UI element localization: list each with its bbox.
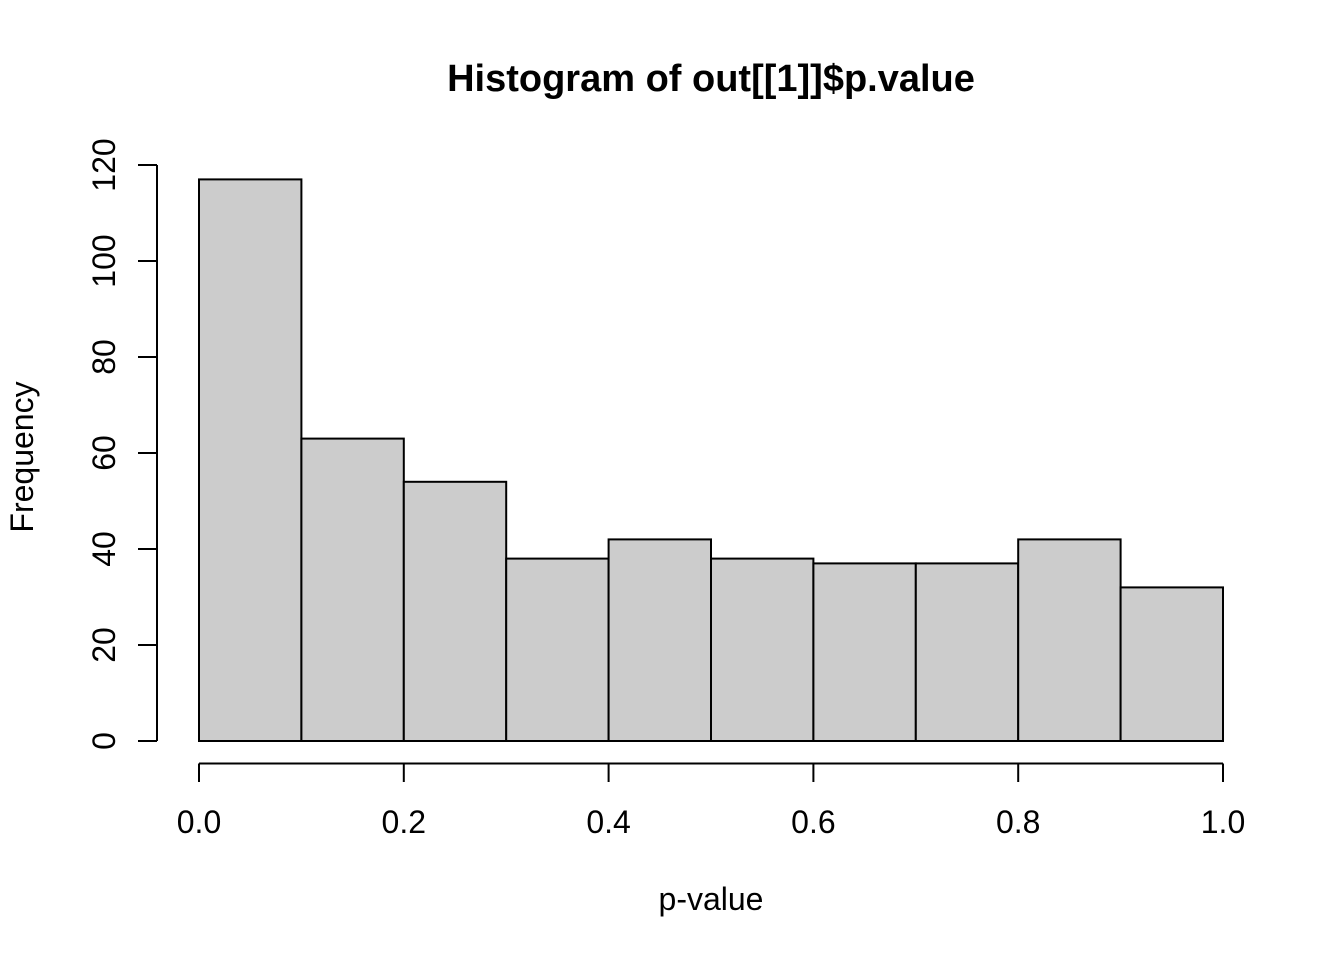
histogram-bar xyxy=(914,562,1020,743)
y-axis-tick-label: 120 xyxy=(86,138,122,191)
histogram-bar xyxy=(505,557,610,742)
x-axis-tick-label: 0.8 xyxy=(996,804,1040,840)
x-axis-tick-label: 0.2 xyxy=(382,804,426,840)
chart-title: Histogram of out[[1]]$p.value xyxy=(447,58,975,100)
y-axis-tick-label: 80 xyxy=(86,339,122,375)
y-axis-tick-label: 0 xyxy=(86,732,122,750)
bars-group xyxy=(198,178,1224,743)
histogram-bar xyxy=(812,562,917,743)
y-axis-tick-label: 40 xyxy=(86,531,122,567)
histogram-bar xyxy=(710,557,815,742)
y-axis-tick-label: 60 xyxy=(86,435,122,471)
axes-group: 0 20 40 60 80 100 120 0.0 0.2 0.4 0.6 0.8 1.0 xyxy=(86,138,1245,840)
histogram-bar xyxy=(607,538,712,743)
y-axis-tick-label: 20 xyxy=(86,627,122,663)
x-axis-tick-label: 0.6 xyxy=(791,804,835,840)
x-axis-label: p-value xyxy=(659,881,764,917)
y-axis-label: Frequency xyxy=(4,381,40,532)
x-axis-tick-label: 0.0 xyxy=(177,804,221,840)
histogram-bar xyxy=(198,178,303,742)
x-axis-tick-label: 0.4 xyxy=(586,804,630,840)
histogram-bar xyxy=(1119,586,1224,743)
y-axis-tick-label: 100 xyxy=(86,234,122,287)
x-axis-tick-label: 1.0 xyxy=(1201,804,1245,840)
histogram-bar xyxy=(1017,538,1122,743)
histogram-bar xyxy=(300,437,405,742)
histogram-bar xyxy=(402,480,508,742)
